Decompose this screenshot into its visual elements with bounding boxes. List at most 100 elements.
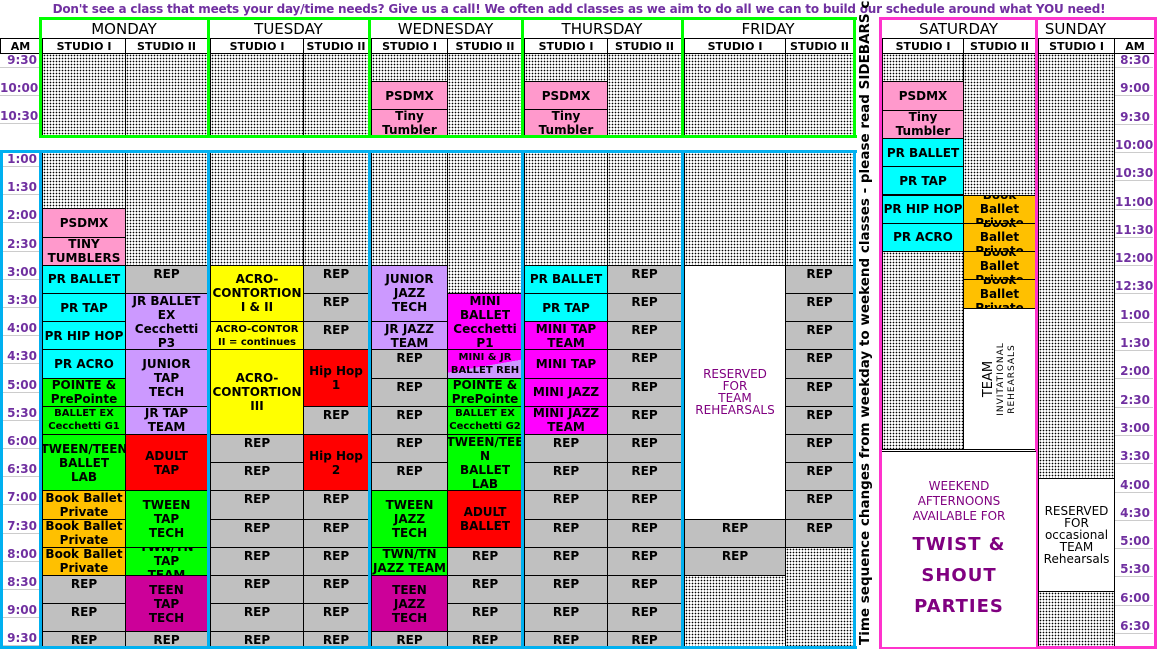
rep-slot: REP xyxy=(785,264,854,294)
class-block: TEEN TAP TECH xyxy=(125,575,208,633)
rep-slot: REP xyxy=(524,546,608,576)
class-block: POINTE & PrePointe xyxy=(447,377,523,407)
day-header: FRIDAY xyxy=(682,19,854,39)
class-block: TWN/TN JAZZ TEAM xyxy=(371,546,448,576)
time-label: 6:00 xyxy=(1115,591,1153,606)
class-block: Book Ballet Private xyxy=(963,194,1036,224)
class-block: PSDMX xyxy=(524,81,608,110)
studio-header: STUDIO I xyxy=(684,38,786,54)
class-block: PR HIP HOP xyxy=(882,194,964,224)
time-label: 1:00 xyxy=(1115,308,1153,323)
class-block: ADULT BALLET xyxy=(447,490,523,548)
class-block: Book Ballet Private xyxy=(963,222,1036,253)
class-block: PR TAP xyxy=(524,293,608,323)
class-block: TWEEN/TEE N BALLET LAB xyxy=(447,434,523,492)
time-label: 12:30 xyxy=(1115,279,1154,295)
rep-slot: REP xyxy=(210,490,304,520)
class-block: JUNIOR JAZZ TECH xyxy=(371,264,448,323)
rep-slot: REP xyxy=(607,462,682,492)
class-block: JR BALLET EX Cecchetti P3 xyxy=(125,293,208,351)
class-block: Book Ballet Private xyxy=(42,490,126,520)
time-label: 10:00 xyxy=(1115,137,1154,153)
class-block: MINI TAP TEAM xyxy=(524,321,608,351)
class-block: PSDMX xyxy=(882,81,964,111)
rep-slot: REP xyxy=(371,631,448,648)
class-block: PR BALLET xyxy=(524,264,608,294)
sidebar-note: Time sequence changes from weekday to we… xyxy=(857,0,873,645)
empty-slot xyxy=(447,53,523,137)
class-block: PR TAP xyxy=(42,293,126,323)
rep-slot: REP xyxy=(524,575,608,605)
class-block: PSDMX xyxy=(42,208,126,238)
time-label: 6:00 xyxy=(0,434,40,449)
time-label: 3:00 xyxy=(1115,421,1153,436)
class-block: PR HIP HOP xyxy=(42,321,126,351)
time-label: 6:30 xyxy=(0,462,40,478)
class-block: TINY TUMBLERS xyxy=(42,236,126,266)
day-header: MONDAY xyxy=(40,19,208,39)
rep-slot: REP xyxy=(303,490,369,520)
studio-header: STUDIO II xyxy=(303,38,369,54)
class-block: PR BALLET xyxy=(882,137,964,168)
time-label: 9:00 xyxy=(0,603,40,619)
time-label: 10:30 xyxy=(1115,166,1154,182)
studio-header: STUDIO I xyxy=(371,38,448,54)
studio-header: STUDIO I xyxy=(42,38,126,54)
empty-slot xyxy=(42,152,126,210)
rep-slot: REP xyxy=(371,405,448,435)
class-block: MINI JAZZ TEAM xyxy=(524,405,608,435)
rep-slot: REP xyxy=(371,462,448,492)
rep-slot: REP xyxy=(303,321,369,351)
rep-slot: REP xyxy=(785,518,854,548)
time-label: 1:00 xyxy=(0,152,40,167)
weekend-party-intro: WEEKEND AFTERNOONS AVAILABLE FOR xyxy=(912,479,1006,523)
empty-slot xyxy=(882,251,964,451)
rep-slot: REP xyxy=(607,518,682,548)
class-block: Book Ballet Private xyxy=(42,546,126,576)
rep-slot: REP xyxy=(371,349,448,379)
rep-slot: REP xyxy=(524,603,608,633)
time-label: 5:00 xyxy=(1115,534,1153,550)
time-label: 6:30 xyxy=(1115,619,1153,634)
empty-slot xyxy=(447,152,523,294)
time-label: 9:30 xyxy=(0,631,40,647)
class-block: ADULT TAP xyxy=(125,434,208,492)
rep-slot: REP xyxy=(524,434,608,464)
banner-message: Don't see a class that meets your day/ti… xyxy=(52,2,1106,16)
class-block: Tiny Tumbler xyxy=(371,109,448,137)
class-block: Tiny Tumbler xyxy=(524,109,608,137)
class-block: PR ACRO xyxy=(882,222,964,253)
rep-slot: REP xyxy=(371,377,448,407)
party-line: PARTIES xyxy=(914,596,1004,617)
class-block: TEAM INVITATIONAL REHEARSALS xyxy=(963,307,1036,451)
class-block: MINI BALLET Cecchetti P1 xyxy=(447,293,523,351)
rep-slot: REP xyxy=(303,518,369,548)
time-label: 4:00 xyxy=(1115,478,1153,493)
rep-slot: REP xyxy=(785,490,854,520)
rep-slot: REP xyxy=(785,434,854,464)
time-label: 1:30 xyxy=(0,180,40,196)
class-block: Book Ballet Private xyxy=(963,279,1036,309)
rep-slot: REP xyxy=(607,631,682,648)
rep-slot: REP xyxy=(524,518,608,548)
empty-slot xyxy=(371,53,448,82)
time-label: 10:30 xyxy=(0,109,40,124)
empty-slot xyxy=(785,546,854,648)
rep-slot: REP xyxy=(607,405,682,435)
time-label: 9:30 xyxy=(1115,110,1153,125)
class-block: TWN/TN TAP TEAM xyxy=(125,546,208,576)
time-label: 8:30 xyxy=(1115,53,1153,68)
rep-slot: REP xyxy=(303,405,369,435)
empty-slot xyxy=(303,152,369,266)
empty-slot xyxy=(882,53,964,83)
empty-slot xyxy=(524,53,608,82)
rep-slot: REP xyxy=(303,631,369,648)
rep-slot: REP xyxy=(785,321,854,351)
empty-slot xyxy=(963,53,1036,196)
rep-slot: REP xyxy=(607,321,682,351)
empty-slot xyxy=(371,152,448,266)
class-block: TWEEN JAZZ TECH xyxy=(371,490,448,548)
rep-slot: REP xyxy=(42,575,126,605)
time-label: 3:30 xyxy=(1115,449,1153,465)
